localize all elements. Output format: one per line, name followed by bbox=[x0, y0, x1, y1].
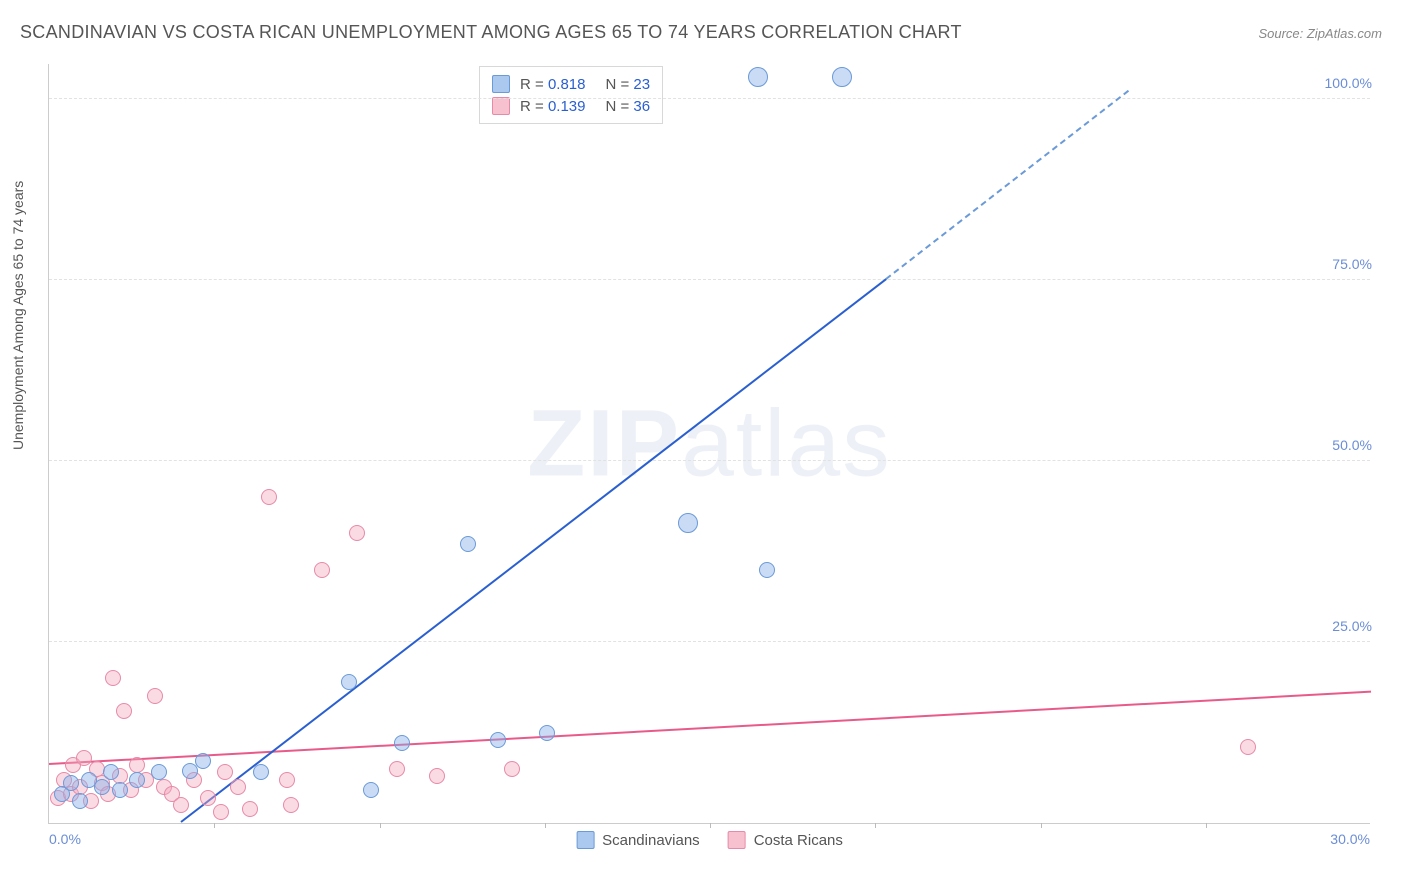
y-tick-label: 25.0% bbox=[1326, 618, 1372, 634]
y-axis-label: Unemployment Among Ages 65 to 74 years bbox=[10, 181, 26, 450]
scatter-point-costarican bbox=[147, 688, 163, 704]
scatter-point-scandinavian bbox=[363, 782, 379, 798]
scatter-point-scandinavian bbox=[103, 764, 119, 780]
x-tick-min: 0.0% bbox=[49, 831, 81, 847]
legend-label-costaricans: Costa Ricans bbox=[754, 832, 843, 849]
x-tick-mark bbox=[1206, 823, 1207, 828]
scatter-point-scandinavian bbox=[195, 753, 211, 769]
n-label: N = 23 bbox=[605, 76, 650, 93]
scatter-point-scandinavian bbox=[490, 732, 506, 748]
scatter-point-costarican bbox=[279, 772, 295, 788]
scatter-point-costarican bbox=[283, 797, 299, 813]
series-legend: Scandinavians Costa Ricans bbox=[576, 831, 843, 849]
scatter-point-scandinavian bbox=[63, 775, 79, 791]
watermark: ZIPatlas bbox=[527, 389, 891, 498]
swatch-blue-icon bbox=[492, 75, 510, 93]
gridline bbox=[49, 98, 1370, 99]
watermark-atlas: atlas bbox=[681, 390, 892, 496]
gridline bbox=[49, 279, 1370, 280]
y-tick-label: 75.0% bbox=[1326, 256, 1372, 272]
scatter-point-scandinavian bbox=[151, 764, 167, 780]
source-attribution: Source: ZipAtlas.com bbox=[1258, 26, 1382, 41]
scatter-point-scandinavian bbox=[678, 513, 698, 533]
x-tick-mark bbox=[710, 823, 711, 828]
x-tick-mark bbox=[214, 823, 215, 828]
scatter-point-scandinavian bbox=[759, 562, 775, 578]
scatter-point-scandinavian bbox=[94, 779, 110, 795]
scatter-point-scandinavian bbox=[460, 536, 476, 552]
x-tick-mark bbox=[1041, 823, 1042, 828]
y-tick-label: 50.0% bbox=[1326, 437, 1372, 453]
scatter-point-scandinavian bbox=[341, 674, 357, 690]
scatter-point-scandinavian bbox=[748, 67, 768, 87]
n-value-scandinavians: 23 bbox=[633, 76, 650, 93]
n-value-costaricans: 36 bbox=[633, 98, 650, 115]
gridline bbox=[49, 641, 1370, 642]
n-label: N = 36 bbox=[605, 98, 650, 115]
watermark-zip: ZIP bbox=[527, 390, 681, 496]
plot-area: ZIPatlas R = 0.818 N = 23 R = 0.139 N = … bbox=[48, 64, 1370, 824]
scatter-point-scandinavian bbox=[539, 725, 555, 741]
scatter-point-scandinavian bbox=[253, 764, 269, 780]
gridline bbox=[49, 460, 1370, 461]
scatter-point-costarican bbox=[242, 801, 258, 817]
scatter-point-scandinavian bbox=[394, 735, 410, 751]
swatch-pink-icon bbox=[728, 831, 746, 849]
scatter-point-costarican bbox=[105, 670, 121, 686]
correlation-legend: R = 0.818 N = 23 R = 0.139 N = 36 bbox=[479, 66, 663, 124]
x-tick-mark bbox=[545, 823, 546, 828]
legend-item-scandinavians: Scandinavians bbox=[576, 831, 700, 849]
scatter-point-costarican bbox=[116, 703, 132, 719]
scatter-point-costarican bbox=[1240, 739, 1256, 755]
source-name: ZipAtlas.com bbox=[1307, 26, 1382, 41]
trend-line-costaricans bbox=[49, 691, 1371, 765]
scatter-point-costarican bbox=[261, 489, 277, 505]
trend-line-scandinavians-dashed bbox=[886, 90, 1130, 280]
scatter-point-costarican bbox=[213, 804, 229, 820]
legend-item-costaricans: Costa Ricans bbox=[728, 831, 843, 849]
correlation-row-scandinavians: R = 0.818 N = 23 bbox=[492, 73, 650, 95]
swatch-pink-icon bbox=[492, 97, 510, 115]
scatter-point-scandinavian bbox=[112, 782, 128, 798]
trend-line-scandinavians bbox=[181, 278, 887, 822]
source-prefix: Source: bbox=[1258, 26, 1306, 41]
scatter-point-scandinavian bbox=[129, 772, 145, 788]
chart-title: SCANDINAVIAN VS COSTA RICAN UNEMPLOYMENT… bbox=[20, 22, 962, 43]
scatter-point-costarican bbox=[217, 764, 233, 780]
scatter-point-costarican bbox=[349, 525, 365, 541]
legend-label-scandinavians: Scandinavians bbox=[602, 832, 700, 849]
scatter-point-costarican bbox=[314, 562, 330, 578]
r-value-scandinavians: 0.818 bbox=[548, 76, 586, 93]
scatter-point-scandinavian bbox=[72, 793, 88, 809]
scatter-point-scandinavian bbox=[832, 67, 852, 87]
r-value-costaricans: 0.139 bbox=[548, 98, 586, 115]
scatter-point-costarican bbox=[504, 761, 520, 777]
scatter-point-costarican bbox=[200, 790, 216, 806]
x-tick-mark bbox=[875, 823, 876, 828]
x-tick-max: 30.0% bbox=[1330, 831, 1370, 847]
scatter-point-costarican bbox=[230, 779, 246, 795]
swatch-blue-icon bbox=[576, 831, 594, 849]
x-tick-mark bbox=[380, 823, 381, 828]
r-label: R = 0.139 bbox=[520, 98, 585, 115]
scatter-point-costarican bbox=[389, 761, 405, 777]
r-label: R = 0.818 bbox=[520, 76, 585, 93]
scatter-point-costarican bbox=[429, 768, 445, 784]
scatter-point-costarican bbox=[173, 797, 189, 813]
y-tick-label: 100.0% bbox=[1319, 75, 1372, 91]
